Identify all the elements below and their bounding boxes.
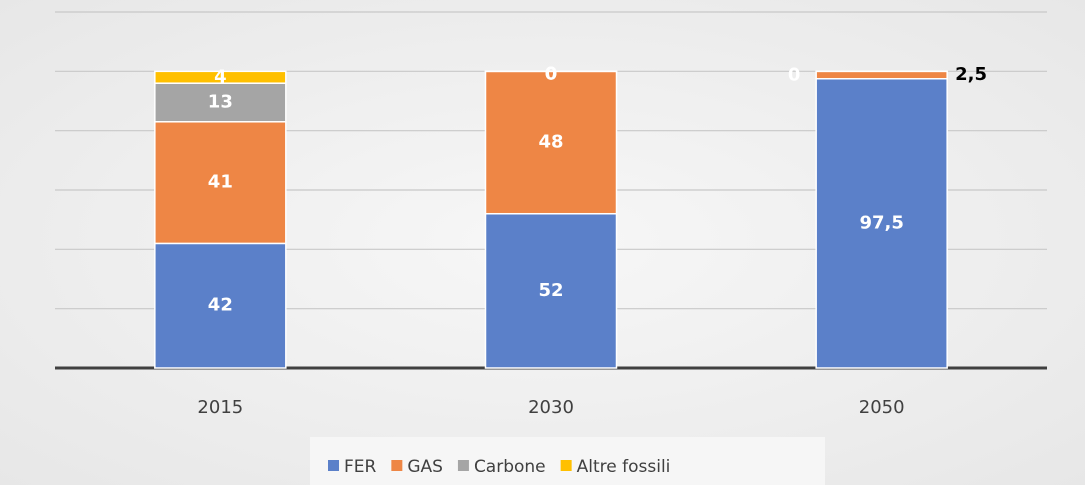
data-label: 42 (208, 295, 233, 316)
data-label: 48 (538, 132, 563, 153)
legend-swatch (560, 460, 572, 471)
data-label: 41 (208, 172, 233, 193)
data-label: 0 (545, 63, 558, 84)
data-label: 2,5 (955, 64, 987, 85)
data-label: 13 (208, 91, 233, 112)
legend-swatch (457, 460, 469, 471)
bar-segment (815, 78, 948, 369)
data-label: 0 (545, 63, 558, 84)
legend-swatch (328, 460, 339, 471)
bar-segment (484, 70, 618, 215)
bar-segment (815, 70, 948, 80)
legend-label: Altre fossili (577, 457, 671, 477)
data-label: 52 (538, 280, 563, 301)
data-label: 4 (214, 66, 227, 87)
x-tick-label: 2050 (859, 397, 905, 418)
bar-segment (154, 121, 287, 245)
bar-segment (484, 212, 618, 369)
bar-segment (154, 82, 287, 123)
legend-swatch (391, 460, 403, 471)
data-label: 97,5 (859, 212, 903, 233)
legend-label: FER (344, 457, 377, 477)
legend-label: Carbone (474, 457, 546, 477)
bar-segment (154, 242, 287, 369)
x-tick-label: 2030 (528, 397, 574, 418)
legend-label: GAS (407, 457, 443, 477)
bar-segment (154, 70, 287, 84)
data-label: 0 (788, 64, 801, 85)
x-tick-label: 2015 (197, 397, 243, 418)
